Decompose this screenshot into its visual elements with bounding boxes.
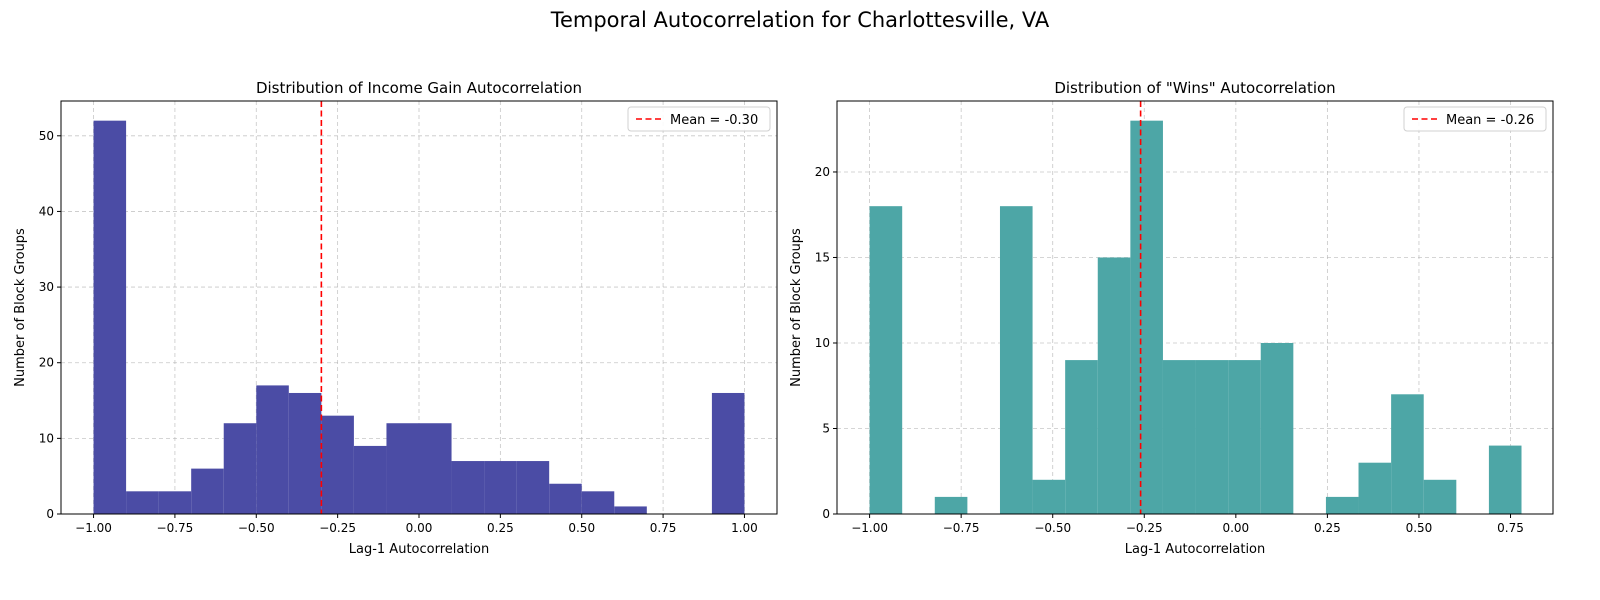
histogram-bar [191, 468, 224, 514]
x-tick-label: 0.75 [1497, 521, 1524, 535]
x-tick-label: −0.50 [238, 521, 275, 535]
histogram-bar [93, 120, 127, 515]
plot-frame [836, 100, 1554, 515]
histogram-bar [1488, 445, 1522, 514]
histogram-bar [1032, 479, 1066, 514]
histogram-bar [999, 206, 1033, 514]
histogram-bar [934, 496, 968, 514]
y-axis-label: Number of Block Groups [13, 228, 28, 387]
x-tick-label: −0.25 [319, 521, 356, 535]
y-tick-label: 10 [39, 431, 54, 445]
x-tick-label: 0.25 [487, 521, 514, 535]
histogram-bar [1423, 479, 1457, 514]
y-tick-label: 40 [39, 204, 54, 218]
x-tick-label: 1.00 [731, 521, 758, 535]
histogram-bar [711, 392, 745, 514]
legend-box [627, 106, 771, 132]
x-axis-label: Lag-1 Autocorrelation [349, 542, 490, 557]
legend-label: Mean = -0.30 [670, 113, 758, 128]
histogram-bar [1391, 394, 1424, 514]
x-tick-label: 0.75 [650, 521, 677, 535]
histogram-bar [1228, 360, 1261, 514]
histogram-bar [288, 392, 322, 514]
y-tick-label: 15 [815, 250, 830, 264]
y-tick-label: 50 [39, 129, 54, 143]
legend-label: Mean = -0.26 [1446, 113, 1534, 128]
histogram-bar [869, 206, 903, 514]
histogram-bar [223, 423, 257, 514]
histogram-bar [549, 483, 582, 514]
x-axis-label: Lag-1 Autocorrelation [1125, 542, 1266, 557]
histogram-bar [256, 385, 289, 514]
histogram-bar [386, 423, 419, 514]
histogram-bar [1260, 342, 1294, 514]
histogram-bar [1162, 360, 1196, 514]
x-tick-label: −0.75 [157, 521, 194, 535]
y-tick-label: 20 [815, 165, 830, 179]
histogram-bar [484, 461, 517, 514]
histogram-bar [321, 415, 354, 514]
y-tick-label: 20 [39, 356, 54, 370]
y-tick-label: 10 [815, 336, 830, 350]
histogram-bar [1325, 496, 1359, 514]
income-gain-histogram: −1.00 −0.75 −0.50 −0.25 0.00 0.25 0.50 0.75 1.00… [13, 79, 778, 557]
legend-box [1403, 106, 1547, 132]
y-axis-label: Number of Block Groups [789, 228, 804, 387]
y-tick-label: 0 [46, 507, 54, 521]
histogram-bar [1130, 120, 1163, 515]
x-tick-label: −0.75 [943, 521, 980, 535]
y-tick-label: 5 [822, 421, 830, 435]
x-tick-label: 0.00 [1222, 521, 1249, 535]
x-tick-label: 0.00 [406, 521, 433, 535]
x-tick-label: −0.50 [1034, 521, 1071, 535]
x-tick-label: 0.50 [1406, 521, 1433, 535]
x-tick-label: 0.50 [568, 521, 595, 535]
wins-histogram: −1.00 −0.75 −0.50 −0.25 0.00 0.25 0.50 0.75 0 5 10… [789, 79, 1554, 557]
histogram-bar [419, 423, 452, 514]
histogram-bar [516, 461, 550, 514]
histogram-bar [158, 491, 192, 514]
chart-title: Distribution of Income Gain Autocorrelat… [256, 79, 582, 97]
histogram-bar [451, 461, 485, 514]
y-tick-label: 0 [822, 507, 830, 521]
y-tick-label: 30 [39, 280, 54, 294]
histogram-bar [1358, 462, 1392, 514]
histogram-bar [353, 445, 387, 514]
x-tick-label: 0.25 [1314, 521, 1341, 535]
x-tick-label: −1.00 [851, 521, 888, 535]
histogram-bar [581, 491, 615, 514]
histogram-bar [614, 506, 647, 514]
histogram-bar [1097, 257, 1131, 514]
figure-title: Temporal Autocorrelation for Charlottesv… [550, 8, 1050, 32]
x-tick-label: −0.25 [1126, 521, 1163, 535]
histogram-bar [1195, 360, 1229, 514]
x-tick-label: −1.00 [75, 521, 112, 535]
histogram-bar [126, 491, 159, 514]
chart-title: Distribution of "Wins" Autocorrelation [1054, 79, 1335, 97]
histogram-bar [1065, 360, 1098, 514]
